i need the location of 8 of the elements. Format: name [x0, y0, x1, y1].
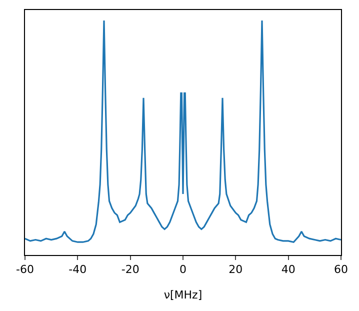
x-axis-title: ν[MHz] [164, 288, 202, 302]
x-tick-label: -60 [16, 263, 34, 276]
x-tick-label: 0 [180, 263, 186, 276]
x-tick-label: 20 [228, 263, 243, 276]
x-tick-label: 40 [281, 263, 296, 276]
x-tick-label: -40 [68, 263, 87, 276]
x-tick-label: -20 [121, 263, 140, 276]
x-tick-label: 60 [334, 263, 348, 276]
